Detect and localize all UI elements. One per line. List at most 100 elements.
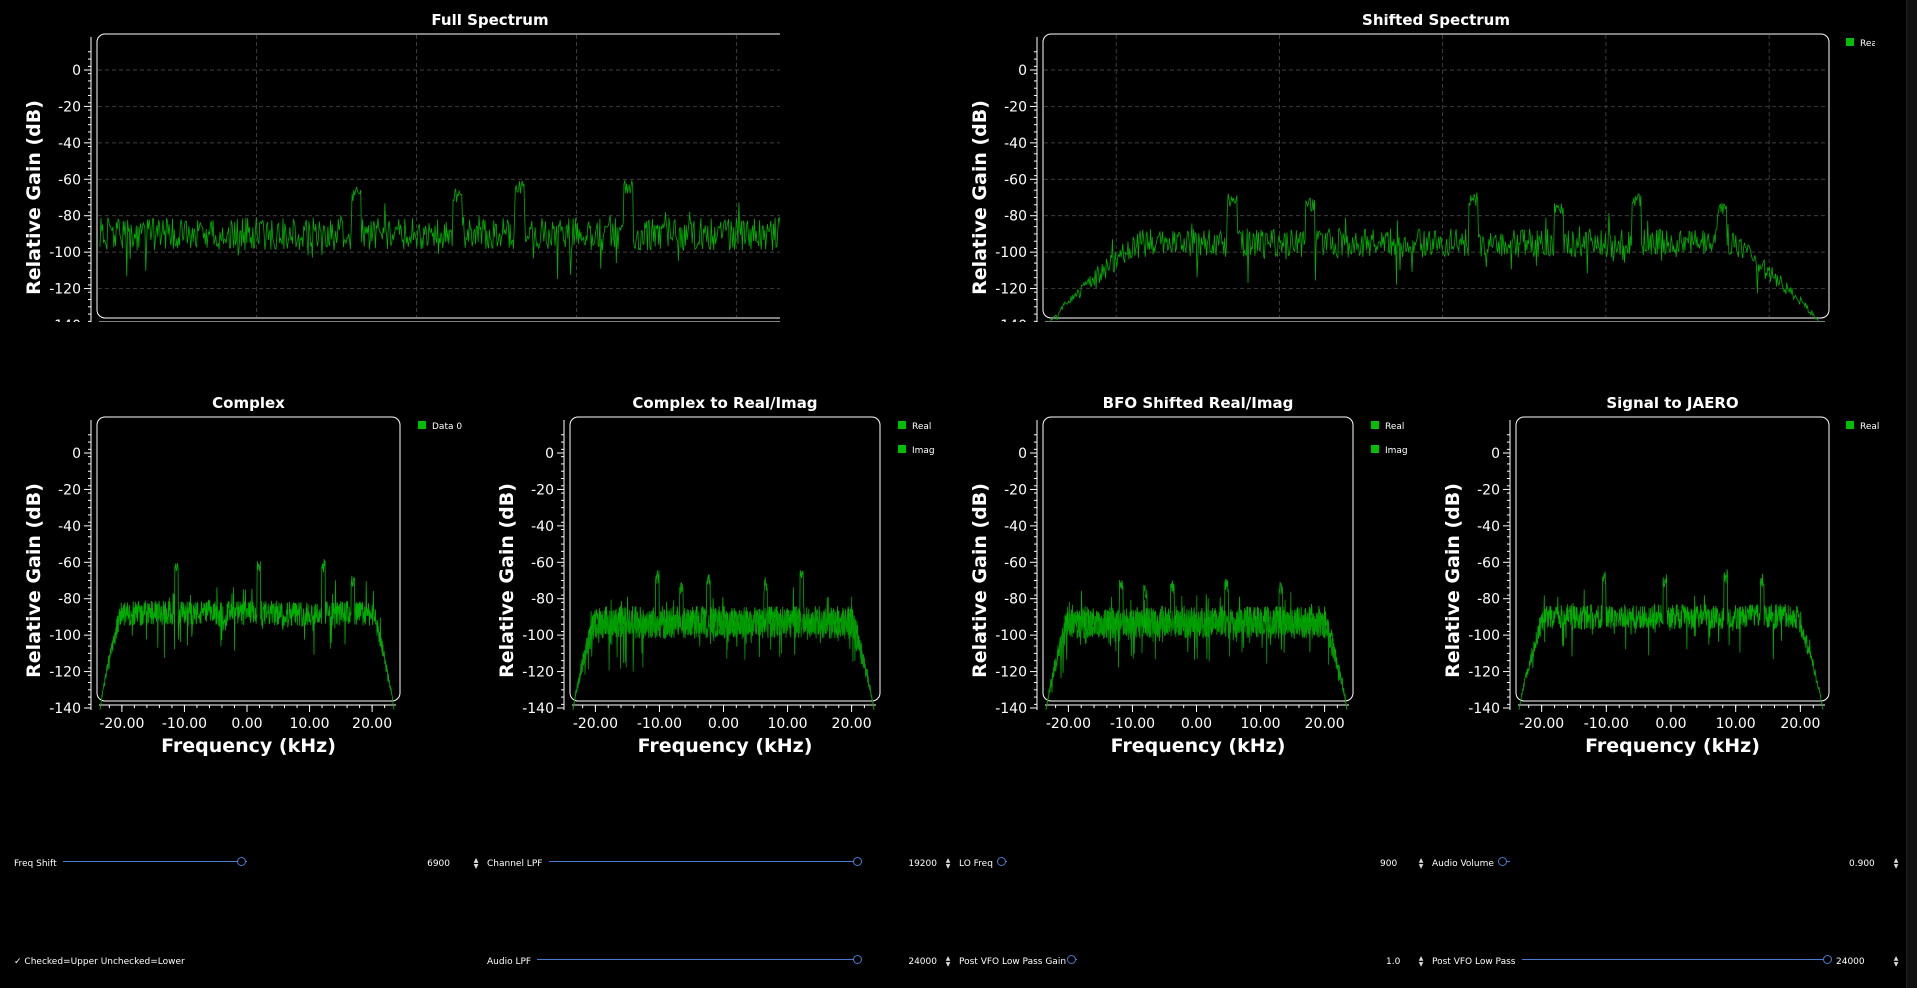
y-axis-label: Relative Gain (dB): [23, 483, 45, 678]
plot-complex: Complex 0 -20 -40 -60 -80 -100 -120 -140 Relative…: [0, 397, 470, 765]
audio-lpf-spin-arrows[interactable]: ▲ ▼: [945, 955, 951, 968]
audio-volume-spin-arrows[interactable]: ▲ ▼: [1893, 857, 1899, 870]
legend-label[interactable]: Real: [912, 422, 931, 432]
audio-volume-slider-handle[interactable]: [1498, 857, 1508, 866]
post-vfo-lp-value: 24000: [1836, 957, 1865, 967]
trace-imag: [1045, 581, 1348, 710]
x-axis-label: Frequency (kHz): [1585, 735, 1760, 757]
trace-imag: [572, 577, 875, 710]
y-tick-label: -100: [995, 628, 1027, 644]
sideband-checkbox[interactable]: ✓ Checked=Upper Unchecked=Lower: [14, 957, 185, 967]
freq-shift-label: Freq Shift: [14, 859, 57, 869]
plot-svg: Complex to Real/Imag 0 -20 -40 -60 -80 -100 -12…: [496, 397, 935, 757]
y-tick-label: 0: [72, 63, 81, 79]
channel-lpf-control: ▲ ▼ Channel LPF 19200: [470, 856, 940, 874]
freq-shift-slider[interactable]: [63, 861, 247, 862]
y-tick-label: -100: [995, 245, 1027, 261]
x-tick-label: 20.00: [1780, 716, 1820, 732]
post-vfo-gain-slider-handle[interactable]: [1067, 955, 1077, 964]
legend-swatch[interactable]: [1846, 38, 1854, 46]
post-vfo-lp-slider-handle[interactable]: [1823, 955, 1832, 964]
x-tick-label: 10.00: [1240, 716, 1280, 732]
post-vfo-lp-control: Post VFO Low Pass 24000 ▲ ▼: [1432, 954, 1902, 972]
x-tick-label: -10.00: [162, 716, 207, 732]
legend-swatch[interactable]: [898, 421, 906, 429]
y-tick-label: -60: [531, 555, 554, 571]
plot-bfo-shifted: BFO Shifted Real/Imag 0 -20 -40 -60 -80 -100 -1…: [946, 397, 1416, 765]
audio-lpf-value: 24000: [908, 957, 937, 967]
trace-real: [572, 570, 875, 710]
lo-freq-slider-handle[interactable]: [997, 857, 1007, 866]
legend-label[interactable]: Real: [1860, 422, 1879, 432]
plot-frame: [1515, 416, 1830, 702]
y-axis-label: Relative Gain (dB): [969, 100, 991, 295]
y-tick-label: -80: [1004, 592, 1027, 608]
y-tick-label: -120: [49, 665, 81, 681]
y-tick-label: -60: [58, 172, 81, 188]
legend-swatch[interactable]: [898, 445, 906, 453]
y-tick-label: -120: [522, 665, 554, 681]
plot-title: Complex to Real/Imag: [632, 397, 817, 412]
plot-svg: Complex 0 -20 -40 -60 -80 -100 -120 -140 Relative…: [23, 397, 462, 757]
plot-svg: Signal to JAERO 0 -20 -40 -60 -80 -100 -120 -140…: [1442, 397, 1879, 757]
y-tick-label: -140: [1468, 701, 1500, 717]
y-tick-label: -120: [49, 282, 81, 298]
x-tick-label: -20.00: [1519, 716, 1564, 732]
channel-lpf-slider-handle[interactable]: [853, 857, 862, 866]
audio-lpf-slider-handle[interactable]: [853, 955, 862, 964]
plot-complex-to-real-imag: Complex to Real/Imag 0 -20 -40 -60 -80 -100 -12…: [473, 397, 943, 765]
y-axis-label: Relative Gain (dB): [1442, 483, 1464, 678]
channel-lpf-spin-arrows[interactable]: ▲ ▼: [945, 857, 951, 870]
y-tick-label: -100: [1468, 628, 1500, 644]
y-tick-label: 0: [72, 446, 81, 462]
y-tick-label: -40: [58, 136, 81, 152]
channel-lpf-label: Channel LPF: [487, 859, 543, 869]
y-tick-label: 0: [1018, 446, 1027, 462]
lo-freq-spin-arrows[interactable]: ▲ ▼: [1418, 857, 1424, 870]
post-vfo-gain-label: Post VFO Low Pass Gain: [959, 957, 1067, 967]
audio-lpf-control: Audio LPF 24000: [470, 954, 940, 972]
x-tick-label: 10.00: [290, 716, 330, 732]
y-tick-label: -20: [1004, 482, 1027, 498]
legend-label[interactable]: Imag: [1385, 446, 1408, 456]
lo-freq-control: ▲ ▼ LO Freq 900 ▲ ▼: [940, 856, 1430, 874]
audio-lpf-slider[interactable]: [537, 959, 857, 960]
sideband-control: ✓ Checked=Upper Unchecked=Lower: [0, 954, 470, 972]
y-tick-label: -20: [531, 482, 554, 498]
x-tick-label: 0.00: [1181, 716, 1212, 732]
plot-signal-to-jaero: Signal to JAERO 0 -20 -40 -60 -80 -100 -120 -140…: [1420, 397, 1890, 765]
vertical-scrollbar[interactable]: [1906, 0, 1917, 988]
legend-swatch[interactable]: [1846, 421, 1854, 429]
freq-shift-value: 6900: [427, 859, 450, 869]
y-tick-label: -60: [1004, 555, 1027, 571]
legend-label[interactable]: Imag: [912, 446, 935, 456]
audio-volume-value: 0.900: [1849, 859, 1875, 869]
freq-shift-slider-handle[interactable]: [237, 857, 247, 866]
legend-swatch[interactable]: [418, 421, 426, 429]
legend-swatch[interactable]: [1371, 445, 1379, 453]
y-tick-label: -100: [49, 245, 81, 261]
y-tick-label: -40: [58, 519, 81, 535]
y-tick-label: -60: [1477, 555, 1500, 571]
x-axis-label: Frequency (kHz): [1111, 735, 1286, 757]
y-tick-label: -40: [1004, 519, 1027, 535]
freq-shift-spin-arrows[interactable]: ▲ ▼: [473, 857, 479, 870]
post-vfo-lp-spin-arrows[interactable]: ▲ ▼: [1893, 955, 1899, 968]
freq-shift-spinner[interactable]: ▲ ▼: [473, 857, 479, 870]
y-tick-label: -120: [995, 665, 1027, 681]
legend-label[interactable]: Real: [1860, 39, 1875, 49]
channel-lpf-slider[interactable]: [549, 861, 857, 862]
checkmark-icon: ✓: [14, 957, 22, 967]
legend-label[interactable]: Data 0: [432, 422, 462, 432]
x-tick-label: 0.00: [231, 716, 262, 732]
audio-volume-control: Audio Volume 0.900 ▲ ▼: [1432, 856, 1902, 874]
x-tick-label: 0.00: [1655, 716, 1686, 732]
plot-frame: [1042, 33, 1830, 319]
legend-label[interactable]: Real: [1385, 422, 1404, 432]
y-tick-label: -140: [995, 318, 1027, 322]
legend-swatch[interactable]: [1371, 421, 1379, 429]
post-vfo-gain-spin-arrows[interactable]: ▲ ▼: [1418, 955, 1424, 968]
post-vfo-lp-slider[interactable]: [1522, 959, 1827, 960]
y-tick-label: -80: [58, 592, 81, 608]
x-tick-label: -10.00: [1110, 716, 1155, 732]
